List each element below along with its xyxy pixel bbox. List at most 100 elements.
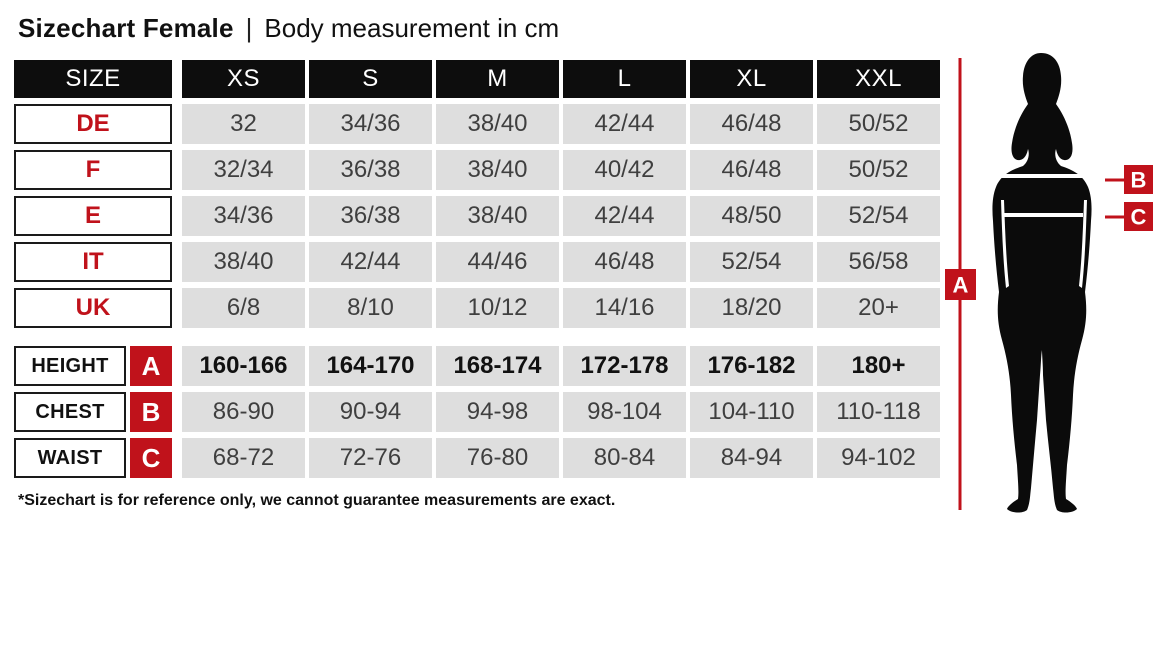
table-row-height: HEIGHT A 160-166 164-170 168-174 172-178…: [14, 346, 940, 386]
table-row-waist: WAIST C 68-72 72-76 76-80 80-84 84-94 94…: [14, 438, 940, 478]
title-subtitle: Body measurement in cm: [264, 13, 560, 43]
cell-e-m: 38/40: [436, 196, 559, 236]
cell-uk-l: 14/16: [563, 288, 686, 328]
cell-it-xs: 38/40: [182, 242, 305, 282]
marker-c-badge: C: [130, 438, 172, 478]
cell-height-l: 172-178: [563, 346, 686, 386]
size-table: SIZE XS S M L XL XXL DE 32 34/36 38/40 4…: [14, 60, 940, 484]
cell-de-m: 38/40: [436, 104, 559, 144]
cell-de-xl: 46/48: [690, 104, 813, 144]
footnote-text: *Sizechart is for reference only, we can…: [18, 492, 616, 509]
row-label-height: HEIGHT: [14, 346, 126, 386]
table-row-it: IT 38/40 42/44 44/46 46/48 52/54 56/58: [14, 242, 940, 282]
table-row-chest: CHEST B 86-90 90-94 94-98 98-104 104-110…: [14, 392, 940, 432]
cell-e-xxl: 52/54: [817, 196, 940, 236]
cell-waist-l: 80-84: [563, 438, 686, 478]
marker-a-square: [945, 269, 976, 300]
cell-e-s: 36/38: [309, 196, 432, 236]
cell-e-l: 42/44: [563, 196, 686, 236]
size-header-xxl: XXL: [817, 60, 940, 98]
row-label-waist: WAIST: [14, 438, 126, 478]
size-header-xl: XL: [690, 60, 813, 98]
cell-waist-xs: 68-72: [182, 438, 305, 478]
measurement-figure: B C A: [940, 50, 1169, 520]
left-arm-gap: [1001, 200, 1009, 288]
female-silhouette-diagram: B C A: [945, 53, 1153, 513]
row-label-uk: UK: [14, 288, 172, 328]
cell-de-l: 42/44: [563, 104, 686, 144]
title-main: Sizechart Female: [18, 13, 234, 43]
cell-chest-m: 94-98: [436, 392, 559, 432]
cell-it-m: 44/46: [436, 242, 559, 282]
cell-it-s: 42/44: [309, 242, 432, 282]
table-row-uk: UK 6/8 8/10 10/12 14/16 18/20 20+: [14, 288, 940, 328]
cell-f-s: 36/38: [309, 150, 432, 190]
row-label-height-wrap: HEIGHT A: [14, 346, 172, 386]
cell-f-xxl: 50/52: [817, 150, 940, 190]
row-label-f: F: [14, 150, 172, 190]
cell-height-xs: 160-166: [182, 346, 305, 386]
table-header-row: SIZE XS S M L XL XXL: [14, 60, 940, 98]
chest-pointer-line: [1105, 178, 1126, 182]
cell-it-xxl: 56/58: [817, 242, 940, 282]
cell-chest-xs: 86-90: [182, 392, 305, 432]
page-title: Sizechart Female | Body measurement in c…: [18, 13, 559, 44]
row-label-it: IT: [14, 242, 172, 282]
cell-uk-s: 8/10: [309, 288, 432, 328]
waist-line: [1002, 213, 1083, 217]
title-separator: |: [245, 13, 253, 43]
table-row-de: DE 32 34/36 38/40 42/44 46/48 50/52: [14, 104, 940, 144]
row-label-de: DE: [14, 104, 172, 144]
cell-waist-s: 72-76: [309, 438, 432, 478]
cell-height-xl: 176-182: [690, 346, 813, 386]
marker-b-badge: B: [130, 392, 172, 432]
cell-height-s: 164-170: [309, 346, 432, 386]
female-silhouette: [992, 53, 1092, 513]
row-label-chest-wrap: CHEST B: [14, 392, 172, 432]
cell-f-m: 38/40: [436, 150, 559, 190]
table-row-e: E 34/36 36/38 38/40 42/44 48/50 52/54: [14, 196, 940, 236]
marker-a-letter: A: [953, 273, 969, 298]
table-row-f: F 32/34 36/38 38/40 40/42 46/48 50/52: [14, 150, 940, 190]
marker-a-badge: A: [130, 346, 172, 386]
cell-it-l: 46/48: [563, 242, 686, 282]
cell-e-xl: 48/50: [690, 196, 813, 236]
cell-chest-xl: 104-110: [690, 392, 813, 432]
size-header-xs: XS: [182, 60, 305, 98]
cell-waist-m: 76-80: [436, 438, 559, 478]
cell-waist-xl: 84-94: [690, 438, 813, 478]
chest-line: [996, 174, 1089, 178]
size-header-m: M: [436, 60, 559, 98]
cell-de-s: 34/36: [309, 104, 432, 144]
row-label-e: E: [14, 196, 172, 236]
cell-uk-m: 10/12: [436, 288, 559, 328]
corner-size-header: SIZE: [14, 60, 172, 98]
cell-it-xl: 52/54: [690, 242, 813, 282]
cell-waist-xxl: 94-102: [817, 438, 940, 478]
cell-f-xs: 32/34: [182, 150, 305, 190]
marker-c-letter: C: [1131, 205, 1147, 230]
cell-uk-xxl: 20+: [817, 288, 940, 328]
cell-e-xs: 34/36: [182, 196, 305, 236]
cell-chest-l: 98-104: [563, 392, 686, 432]
cell-chest-xxl: 110-118: [817, 392, 940, 432]
cell-f-l: 40/42: [563, 150, 686, 190]
cell-uk-xl: 18/20: [690, 288, 813, 328]
cell-height-xxl: 180+: [817, 346, 940, 386]
marker-b-letter: B: [1131, 168, 1147, 193]
row-label-chest: CHEST: [14, 392, 126, 432]
cell-uk-xs: 6/8: [182, 288, 305, 328]
marker-b-square: [1124, 165, 1153, 194]
cell-height-m: 168-174: [436, 346, 559, 386]
waist-pointer-line: [1105, 215, 1126, 219]
row-label-waist-wrap: WAIST C: [14, 438, 172, 478]
marker-c-square: [1124, 202, 1153, 231]
cell-chest-s: 90-94: [309, 392, 432, 432]
cell-de-xs: 32: [182, 104, 305, 144]
right-arm-gap: [1079, 200, 1087, 288]
size-header-s: S: [309, 60, 432, 98]
cell-f-xl: 46/48: [690, 150, 813, 190]
size-header-l: L: [563, 60, 686, 98]
cell-de-xxl: 50/52: [817, 104, 940, 144]
